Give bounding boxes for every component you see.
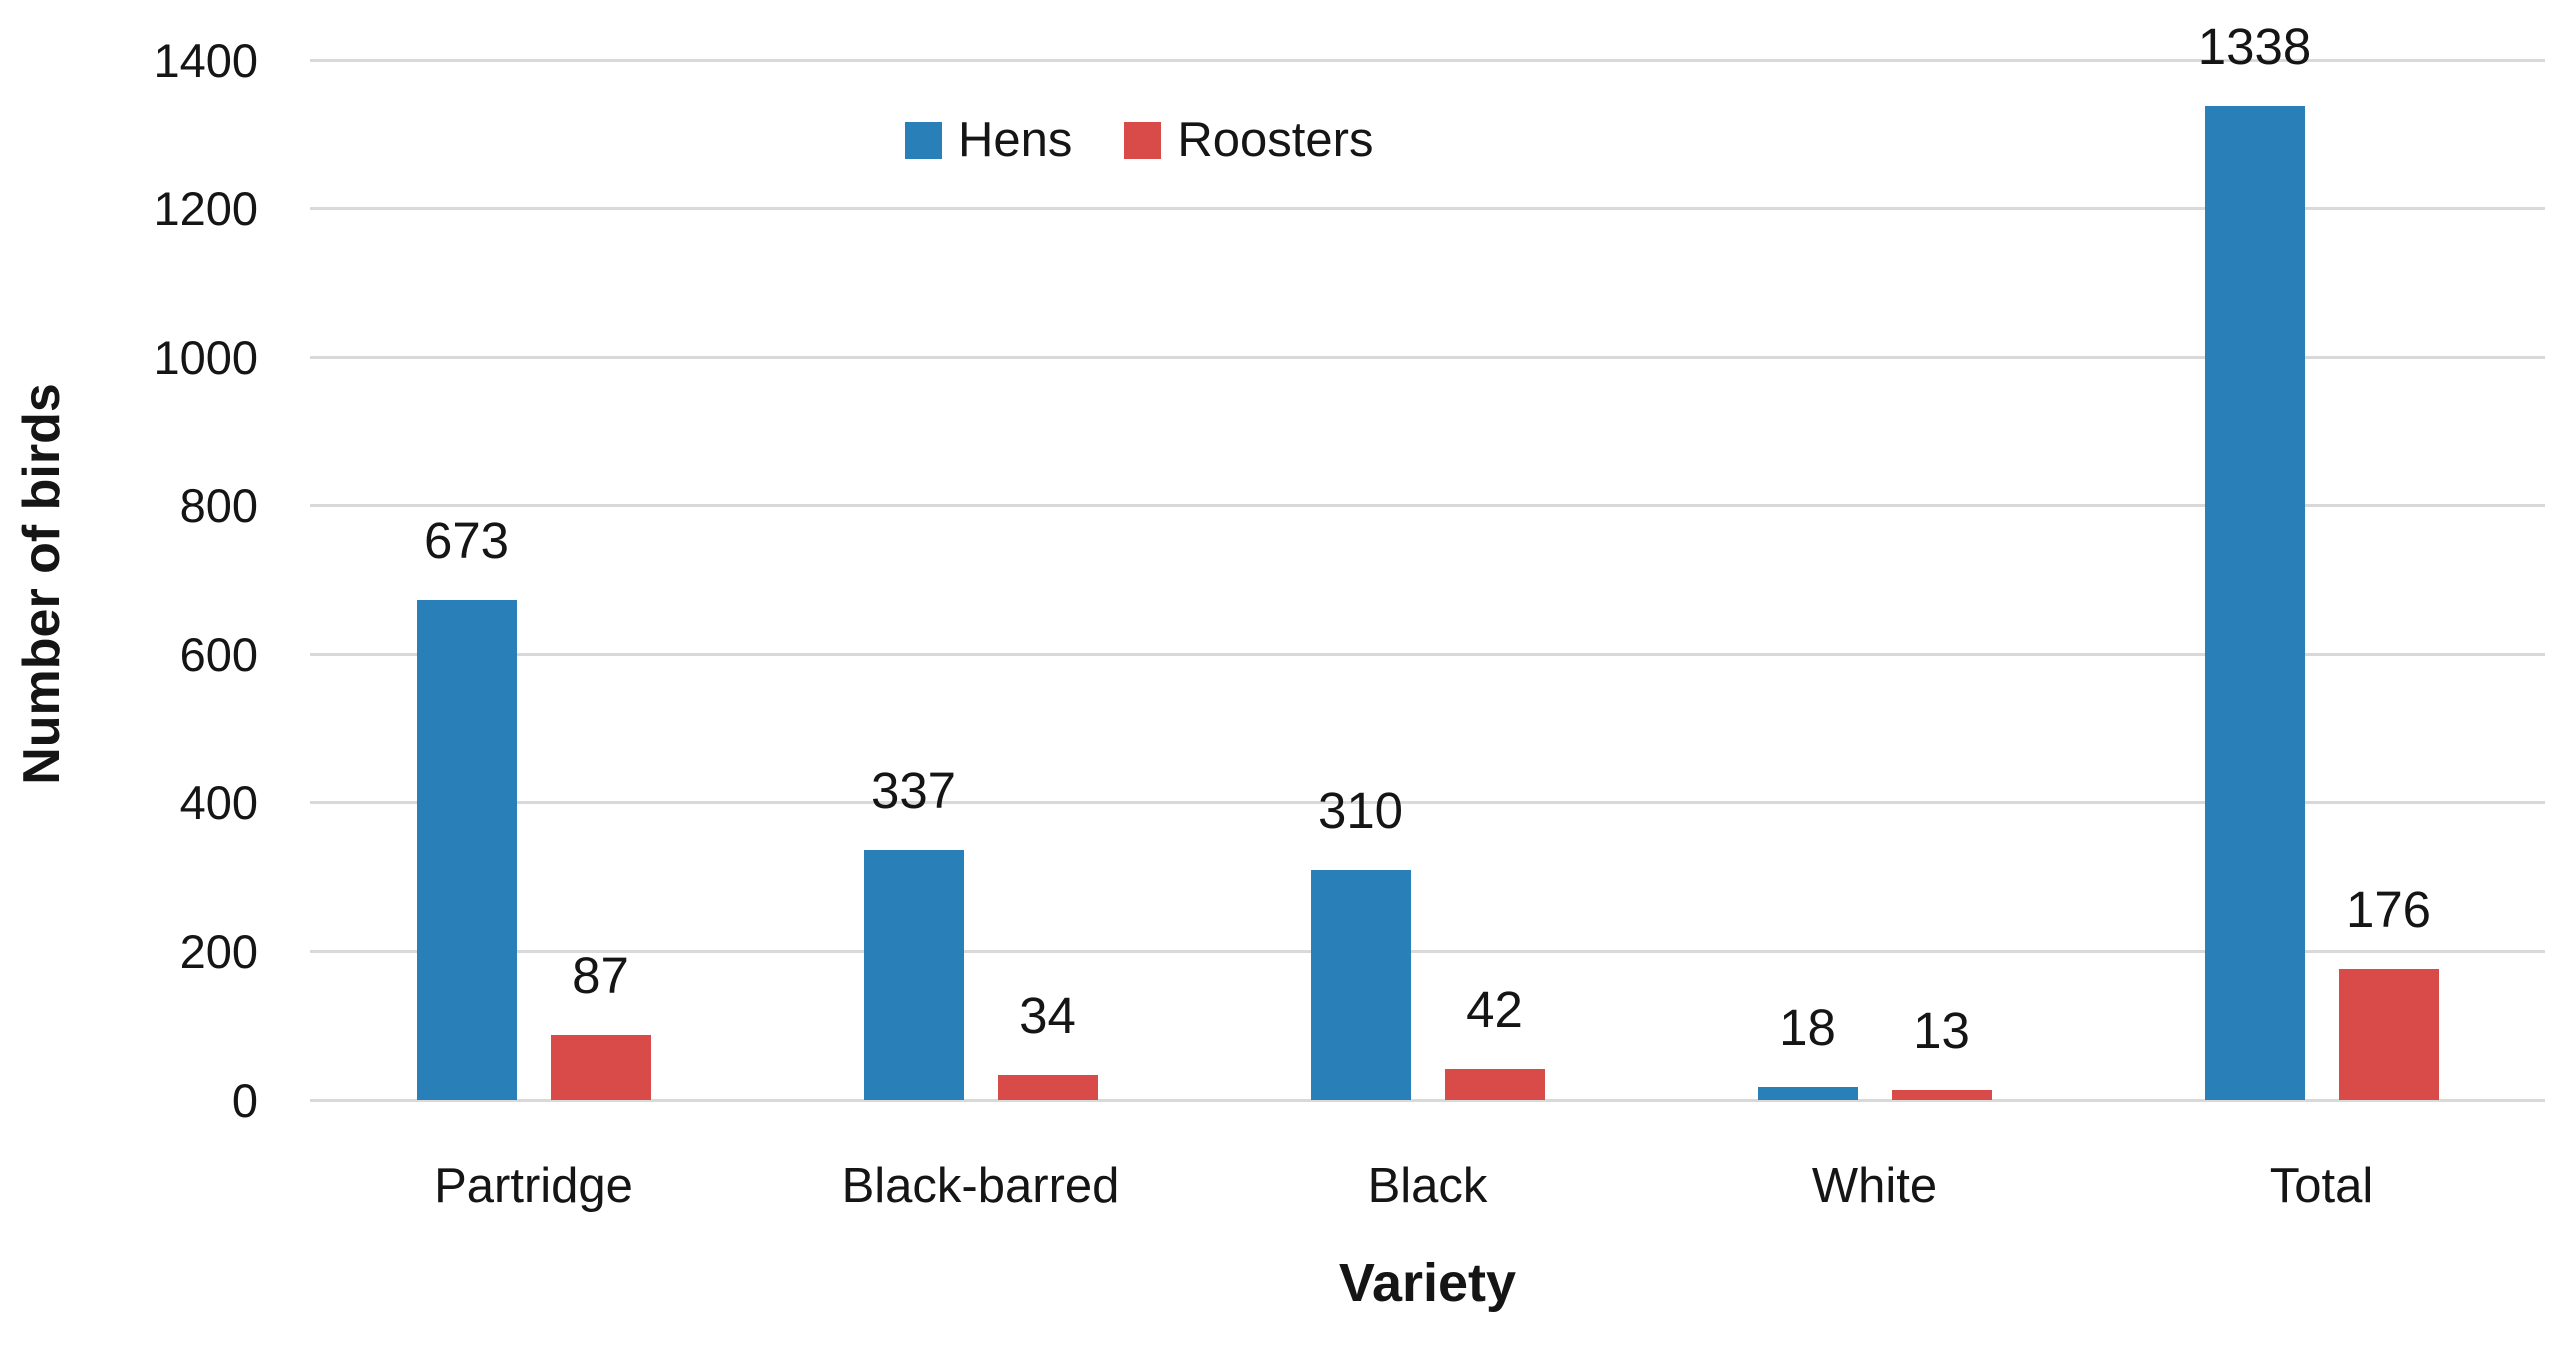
bar-value-label: 310 [1317,781,1404,839]
legend-item-roosters: Roosters [1124,116,1373,165]
bar-hens [416,600,517,1100]
y-tick-label: 800 [179,479,258,533]
bar-hens [863,849,964,1100]
bar-roosters [1444,1068,1545,1100]
y-tick-label: 0 [231,1073,258,1127]
x-axis-title: Variety [1338,1253,1517,1313]
legend-label: Roosters [1177,113,1374,167]
y-tick-label: 1200 [153,182,258,236]
grid-line [310,1098,2545,1102]
bar-hens [2204,106,2305,1100]
grid-line [310,801,2545,805]
grid-line [310,652,2545,656]
bar-value-label: 176 [2345,881,2432,939]
y-tick-label: 400 [179,776,258,830]
x-category-label: Black [1367,1159,1488,1213]
x-category-label: Black-barred [841,1159,1120,1213]
bar-value-label: 87 [572,947,629,1005]
grid-line [310,504,2545,508]
bar-roosters [2338,969,2439,1100]
bar-value-label: 673 [423,512,510,570]
bar-value-label: 34 [1019,986,1076,1044]
bar-hens [1757,1086,1858,1100]
grid-line [310,207,2545,211]
y-tick-label: 600 [179,627,258,681]
grid-line [310,355,2545,359]
y-tick-label: 1400 [153,33,258,87]
x-category-label: White [1811,1159,1938,1213]
legend: Hens Roosters [905,116,1373,165]
bar-value-label: 18 [1779,998,1836,1056]
bar-value-label: 1338 [2197,18,2312,76]
legend-label: Hens [958,113,1073,167]
bar-value-label: 13 [1913,1002,1970,1060]
x-category-label: Total [2269,1159,2374,1213]
bar-value-label: 337 [870,761,957,819]
grid-line [310,949,2545,953]
bar-roosters [550,1035,651,1100]
grid-line [310,58,2545,62]
x-category-label: Partridge [434,1159,633,1213]
bar-roosters [997,1074,1098,1100]
legend-swatch-hens-icon [905,122,942,159]
bar-hens [1310,869,1411,1100]
y-tick-label: 1000 [153,330,258,384]
bar-value-label: 42 [1466,980,1523,1038]
legend-item-hens: Hens [905,116,1072,165]
legend-swatch-roosters-icon [1124,122,1162,159]
y-tick-label: 200 [179,924,258,978]
bar-roosters [1891,1090,1992,1100]
